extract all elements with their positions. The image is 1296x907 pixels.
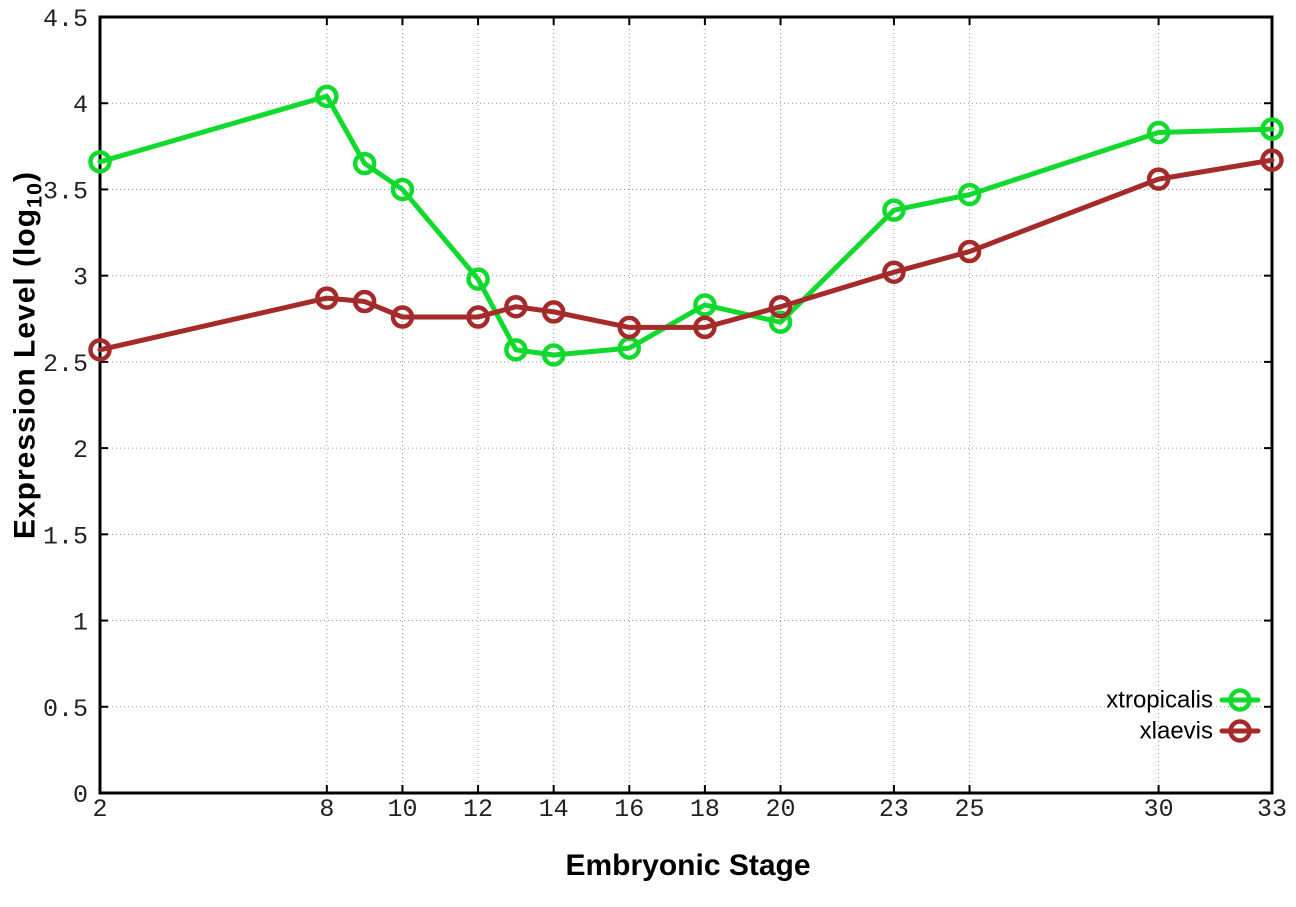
legend-marker-xtropicalis — [1228, 688, 1252, 712]
y-tick-label: 0 — [73, 781, 88, 810]
x-tick-label: 12 — [463, 795, 493, 824]
plot-border — [98, 15, 1274, 795]
data-point-xlaevis — [957, 239, 982, 264]
data-point-xtropicalis — [1146, 120, 1171, 145]
x-axis-title: Embryonic Stage — [565, 849, 811, 882]
x-tick-label: 25 — [955, 795, 985, 824]
data-point-xtropicalis — [504, 338, 528, 362]
data-point-xlaevis — [693, 315, 717, 340]
x-tick-label: 2 — [92, 795, 107, 824]
data-point-xlaevis — [1260, 148, 1284, 172]
y-tick-label: 3 — [73, 264, 88, 293]
series-line-xtropicalis — [97, 93, 1275, 358]
data-point-xlaevis — [466, 305, 490, 329]
data-point-xlaevis — [617, 315, 642, 340]
x-tick-label: 14 — [539, 795, 569, 824]
y-tick-label: 2 — [73, 436, 88, 465]
data-point-xtropicalis — [390, 177, 415, 202]
legend-entry-xlaevis: xlaevis — [1140, 718, 1261, 745]
data-point-xtropicalis — [88, 150, 112, 174]
data-point-xtropicalis — [541, 343, 566, 367]
data-point-xlaevis — [768, 294, 793, 319]
y-tick-label: 1 — [73, 609, 88, 638]
y-tick-label: 0.5 — [43, 695, 88, 724]
y-tick-label: 1.5 — [43, 522, 88, 551]
data-point-xlaevis — [390, 305, 415, 329]
x-tick-label: 16 — [614, 795, 644, 824]
legend-label-xlaevis: xlaevis — [1140, 718, 1213, 745]
y-axis-title-suffix: ) — [8, 170, 42, 182]
data-point-xlaevis — [352, 289, 377, 314]
x-tick-label: 30 — [1144, 795, 1174, 824]
x-tick-label: 8 — [319, 795, 334, 824]
data-point-xtropicalis — [352, 151, 377, 176]
series-line-xlaevis — [97, 157, 1275, 353]
y-axis-title-text: Expression Level (log — [8, 207, 42, 540]
x-tick-label: 10 — [387, 795, 417, 824]
data-point-xlaevis — [1146, 167, 1171, 191]
legend-marker-xlaevis — [1228, 719, 1252, 743]
data-point-xlaevis — [541, 300, 566, 324]
x-tick-label: 18 — [690, 795, 720, 824]
y-tick-label: 4 — [73, 91, 88, 120]
y-tick-label: 3.5 — [43, 177, 88, 206]
data-point-xtropicalis — [315, 84, 339, 109]
data-point-xtropicalis — [957, 182, 982, 207]
data-point-xtropicalis — [768, 310, 793, 334]
y-axis-title-subscript: 10 — [21, 181, 47, 208]
x-tick-label: 23 — [879, 795, 909, 824]
data-point-xlaevis — [315, 286, 339, 310]
y-tick-label: 2.5 — [43, 350, 88, 379]
y-axis-title: Expression Level (log10) — [9, 171, 48, 539]
data-point-xlaevis — [882, 260, 906, 284]
data-point-xtropicalis — [693, 293, 717, 317]
x-tick-label: 33 — [1257, 795, 1287, 824]
data-point-xtropicalis — [882, 198, 906, 222]
legend-entry-xtropicalis: xtropicalis — [1106, 687, 1261, 714]
x-tick-label: 20 — [766, 795, 796, 824]
legend-label-xtropicalis: xtropicalis — [1106, 687, 1213, 714]
y-tick-label: 4.5 — [43, 5, 88, 34]
data-point-xlaevis — [88, 338, 112, 362]
data-point-xtropicalis — [1260, 117, 1284, 141]
data-point-xlaevis — [504, 294, 528, 319]
data-point-xtropicalis — [466, 267, 490, 291]
